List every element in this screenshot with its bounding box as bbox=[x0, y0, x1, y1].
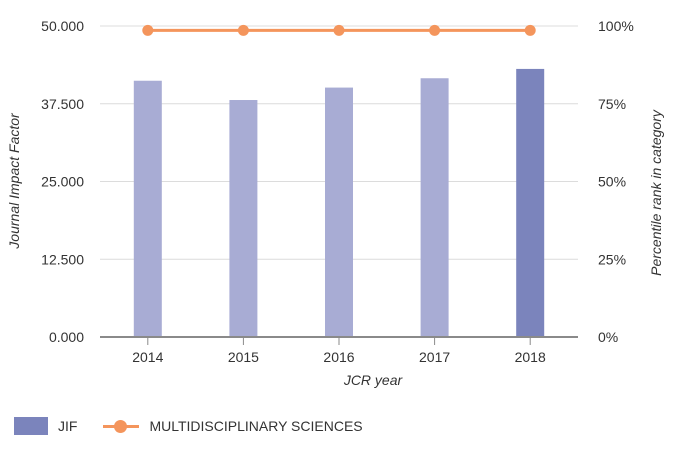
x-tick-label: 2016 bbox=[323, 349, 354, 365]
point-multidisciplinary-sciences-2016 bbox=[333, 24, 345, 36]
x-tick-label: 2014 bbox=[132, 349, 163, 365]
legend-item-jif[interactable]: JIF bbox=[14, 417, 77, 435]
y-axis-title: Journal Impact Factor bbox=[6, 112, 22, 250]
bar-jif-2014 bbox=[133, 80, 162, 338]
bar-jif-2016 bbox=[325, 87, 353, 337]
right-tick-label: 100% bbox=[598, 18, 634, 34]
x-tick-label: 2015 bbox=[228, 349, 259, 365]
point-multidisciplinary-sciences-2015 bbox=[237, 24, 249, 36]
bar-jif-2018 bbox=[516, 68, 545, 337]
left-tick-label: 37.500 bbox=[41, 96, 84, 112]
right-axis-ticks: 0% 25% 50% 75% 100% bbox=[598, 18, 634, 345]
left-tick-label: 25.000 bbox=[41, 174, 84, 190]
bar-jif-2017 bbox=[420, 78, 449, 338]
legend-label-multidisciplinary-sciences: MULTIDISCIPLINARY SCIENCES bbox=[149, 418, 363, 434]
left-tick-label: 50.000 bbox=[41, 18, 84, 34]
bar-series bbox=[133, 68, 545, 338]
legend-item-multidisciplinary-sciences[interactable]: MULTIDISCIPLINARY SCIENCES bbox=[103, 417, 363, 435]
x-axis-ticks: 2014 2015 2016 2017 2018 bbox=[132, 337, 546, 365]
right-tick-label: 50% bbox=[598, 174, 626, 190]
x-tick-label: 2017 bbox=[419, 349, 450, 365]
point-multidisciplinary-sciences-2017 bbox=[429, 24, 441, 36]
point-multidisciplinary-sciences-2014 bbox=[142, 24, 154, 36]
right-tick-label: 0% bbox=[598, 329, 618, 345]
line-series bbox=[142, 24, 536, 36]
legend-swatch-jif bbox=[14, 417, 48, 435]
x-tick-label: 2018 bbox=[515, 349, 546, 365]
right-tick-label: 75% bbox=[598, 96, 626, 112]
y2-axis-title: Percentile rank in category bbox=[648, 109, 664, 276]
bar-jif-2015 bbox=[229, 100, 258, 337]
left-tick-label: 12.500 bbox=[41, 251, 84, 267]
legend-label-jif: JIF bbox=[58, 418, 78, 434]
right-tick-label: 25% bbox=[598, 251, 626, 267]
left-tick-label: 0.000 bbox=[49, 329, 84, 345]
x-axis-title: JCR year bbox=[343, 372, 404, 388]
left-axis-ticks: 0.000 12.500 25.000 37.500 50.000 bbox=[41, 18, 84, 345]
legend-marker-multidisciplinary-sciences bbox=[103, 417, 140, 435]
point-multidisciplinary-sciences-2018 bbox=[524, 24, 536, 36]
legend: JIF MULTIDISCIPLINARY SCIENCES bbox=[14, 414, 389, 438]
